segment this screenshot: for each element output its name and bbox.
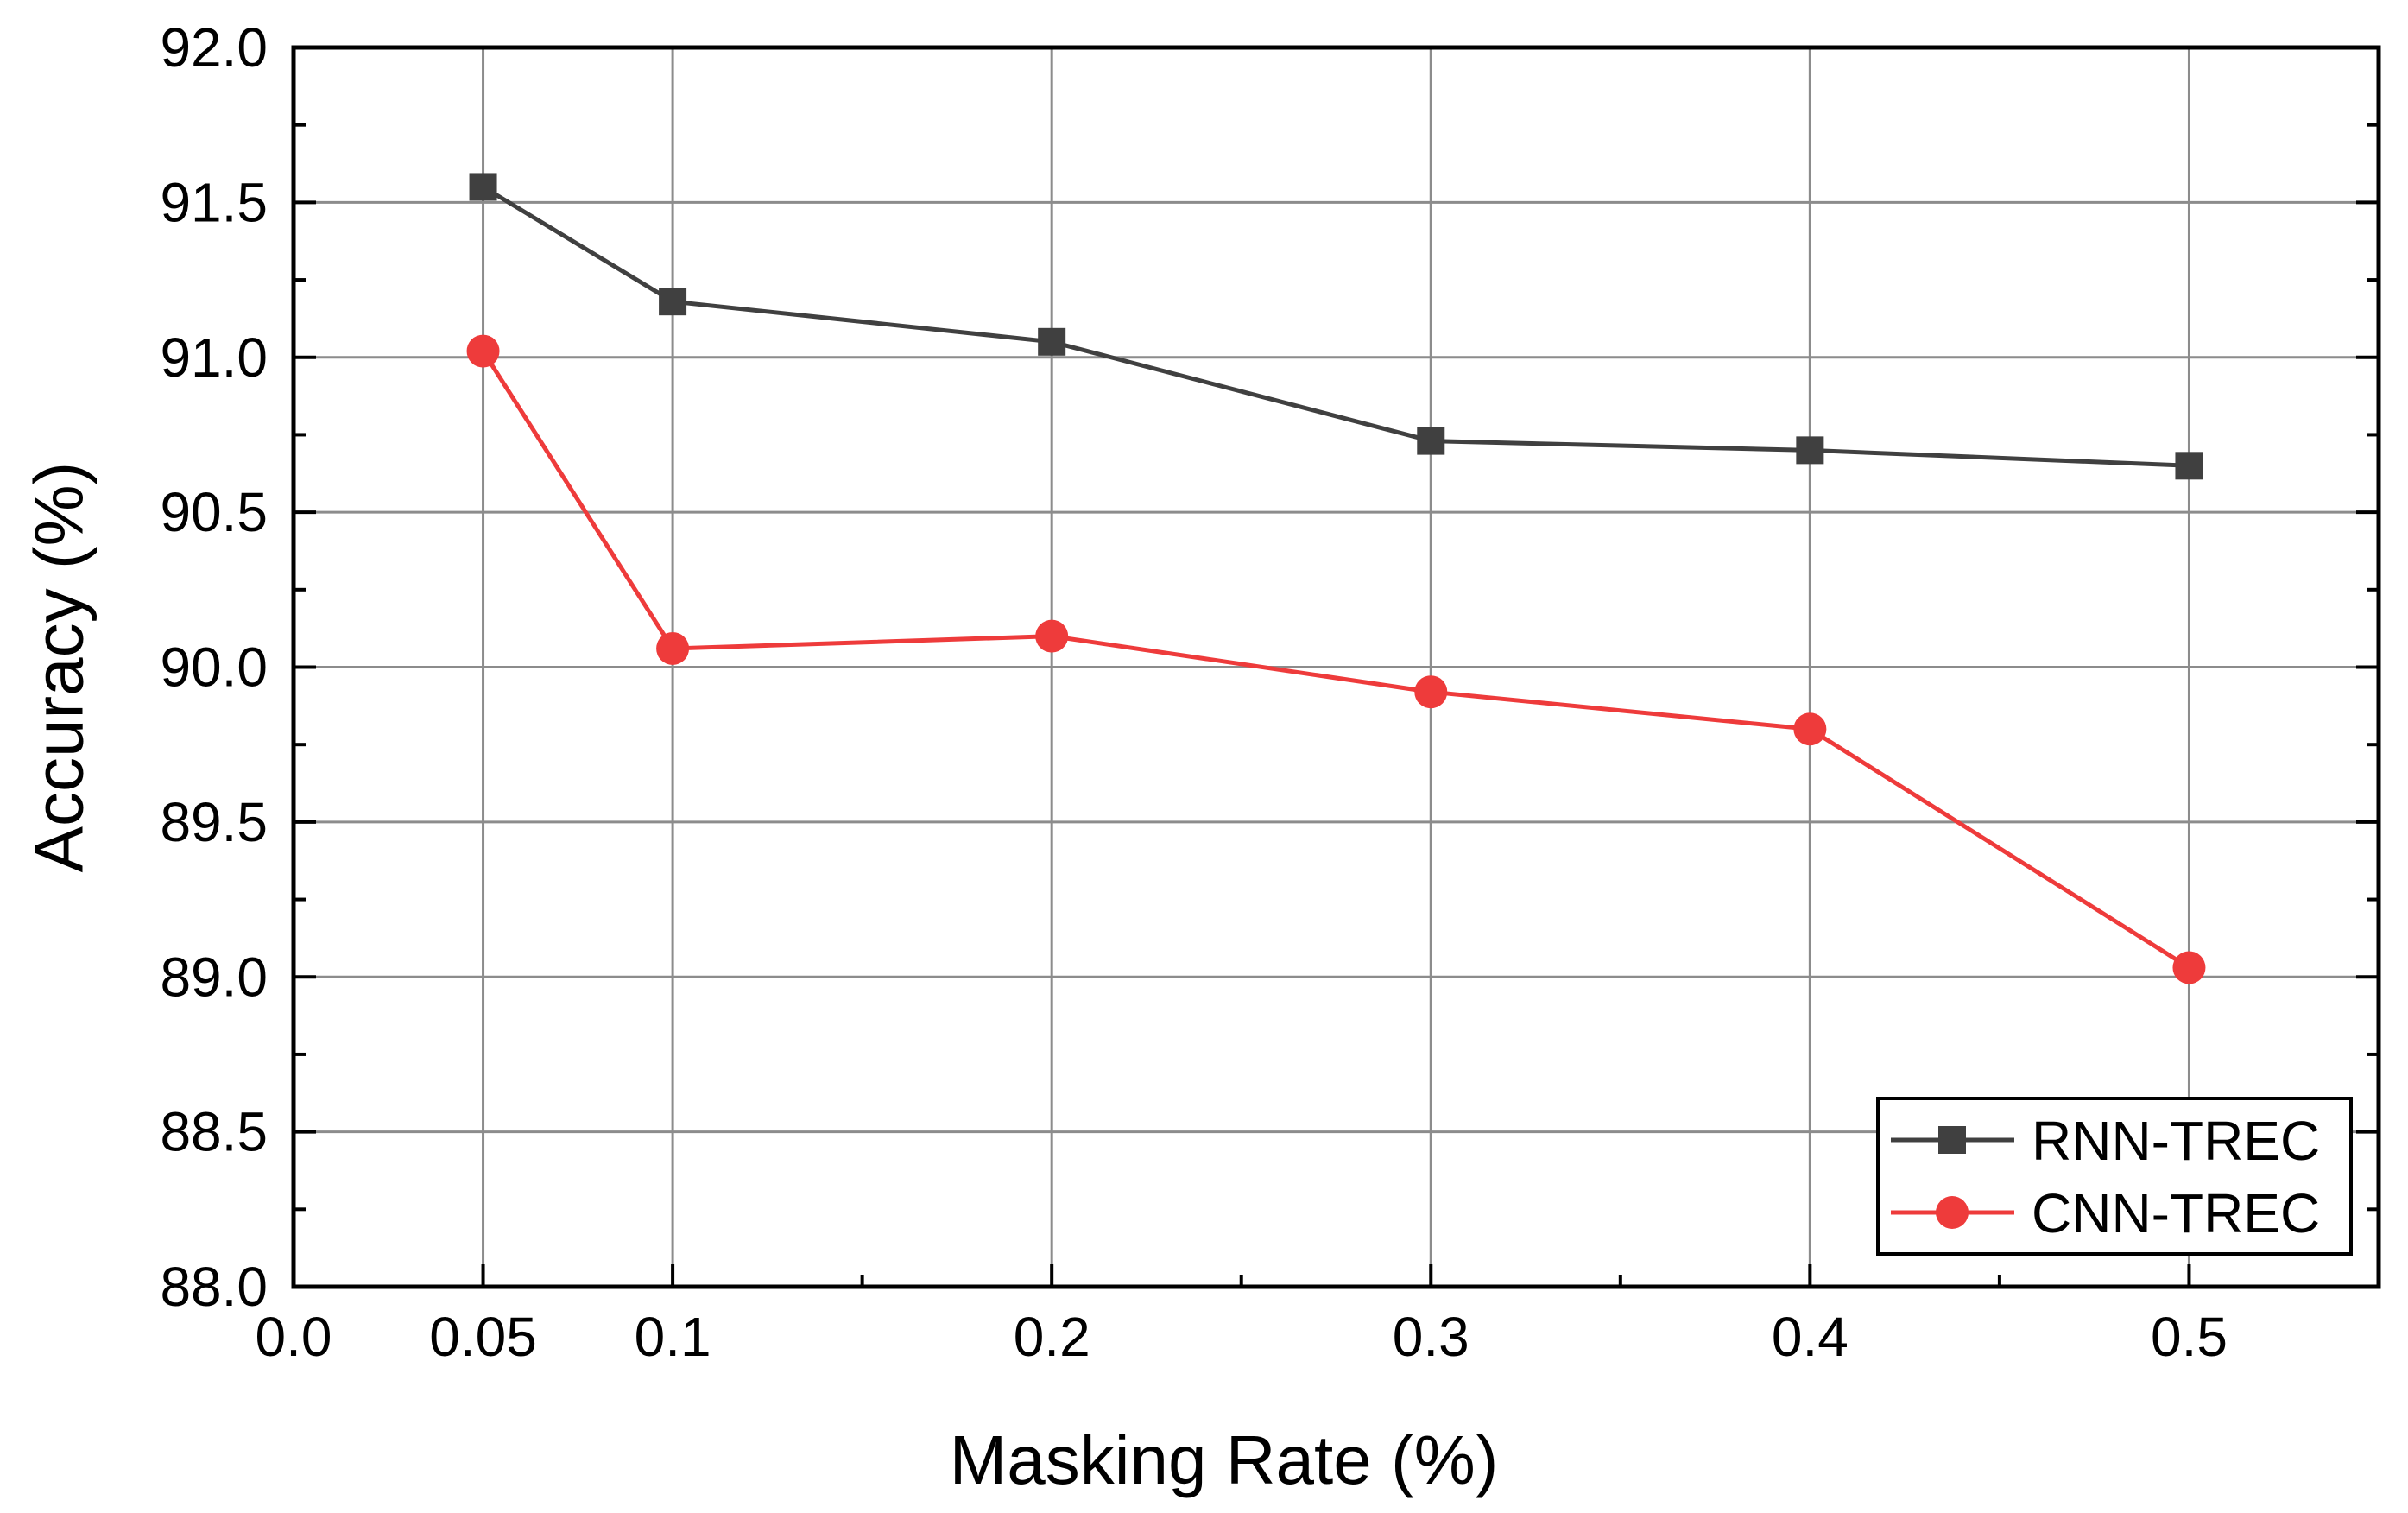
x-tick-label: 0.5 <box>2151 1306 2228 1368</box>
data-point-cnn-trec <box>466 334 500 368</box>
data-point-cnn-trec <box>1793 712 1827 746</box>
legend-label: CNN-TREC <box>2032 1182 2320 1244</box>
grid-lines <box>294 47 2379 1287</box>
data-point-rnn-trec <box>2175 452 2203 480</box>
plot-frame <box>291 45 2381 1289</box>
x-tick-label: 0.2 <box>1014 1306 1090 1368</box>
legend-label: RNN-TREC <box>2032 1110 2320 1172</box>
legend-item-cnn-trec: CNN-TREC <box>1891 1182 2320 1244</box>
legend: RNN-TREC CNN-TREC <box>1876 1097 2353 1256</box>
tick-labels: 0.0 0.05 0.1 0.2 0.3 0.4 0.5 88.0 88.5 89.0 89.5 90… <box>160 16 2228 1368</box>
data-point-rnn-trec <box>1796 436 1824 465</box>
x-tick-label: 0.3 <box>1393 1306 1469 1368</box>
y-tick-label: 90.5 <box>160 481 268 543</box>
data-point-cnn-trec <box>1035 619 1069 653</box>
series-line-rnn-trec <box>482 185 2190 468</box>
y-tick-label: 91.0 <box>160 326 268 389</box>
legend-marker <box>1938 1126 1966 1154</box>
y-tick-label: 92.0 <box>160 16 268 79</box>
data-point-cnn-trec <box>656 631 690 665</box>
y-tick-label: 91.5 <box>160 171 268 233</box>
data-point-rnn-trec <box>659 288 687 316</box>
series-layer <box>466 173 2206 984</box>
y-tick-label: 89.0 <box>160 946 268 1008</box>
x-tick-label: 0.4 <box>1772 1306 1849 1368</box>
data-point-cnn-trec <box>1414 675 1448 709</box>
data-point-rnn-trec <box>1038 327 1066 356</box>
series-cnn-trec <box>466 334 2206 984</box>
x-tick-label: 0.05 <box>429 1306 537 1368</box>
y-tick-label: 89.5 <box>160 791 268 853</box>
data-point-rnn-trec <box>469 173 497 201</box>
series-rnn-trec <box>469 173 2203 480</box>
y-tick-label: 88.0 <box>160 1256 268 1318</box>
y-tick-label: 90.0 <box>160 636 268 699</box>
x-axis-title: Masking Rate (%) <box>950 1421 1499 1498</box>
series-line-cnn-trec <box>481 350 2190 970</box>
x-tick-label: 0.0 <box>256 1306 332 1368</box>
data-point-rnn-trec <box>1417 427 1445 455</box>
x-tick-label: 0.1 <box>635 1306 711 1368</box>
legend-marker <box>1936 1196 1969 1229</box>
y-axis-title: Accuracy (%) <box>21 462 98 873</box>
y-tick-label: 88.5 <box>160 1101 268 1163</box>
data-point-cnn-trec <box>2172 951 2206 984</box>
legend-item-rnn-trec: RNN-TREC <box>1891 1110 2320 1172</box>
